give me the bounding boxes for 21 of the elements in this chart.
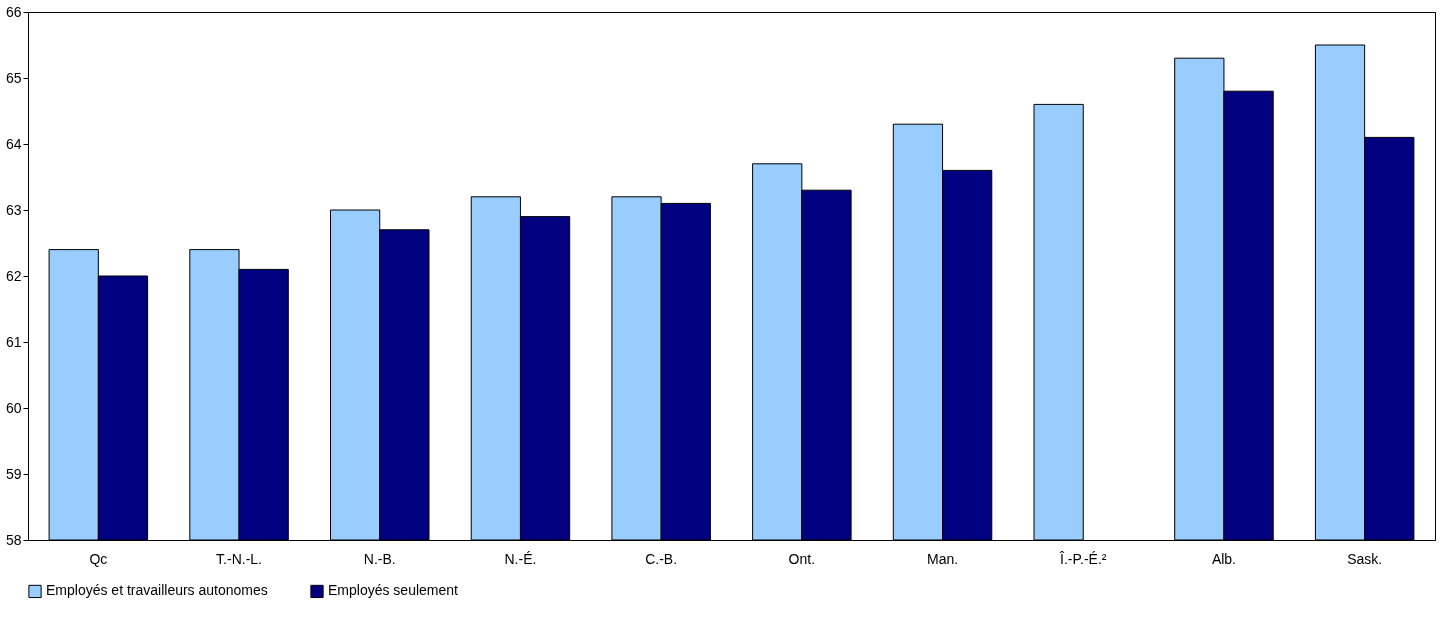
x-tick-label: Man. [926,550,959,567]
y-tick-label: 65 [5,69,22,86]
y-tick-label: 58 [5,531,22,548]
x-tick-label: Qc [89,550,108,567]
x-tick-label: Î.-P.-É.² [1059,550,1107,567]
y-tick-label: 63 [5,201,22,218]
y-tick-label: 61 [5,333,22,350]
x-tick-label: Ont. [788,550,816,567]
y-tick-label: 62 [5,267,22,284]
x-tick-label: Alb. [1211,550,1237,567]
y-tick-label: 59 [5,465,22,482]
x-tick-label: N.-B. [363,550,396,567]
x-tick-label: C.-B. [645,550,678,567]
legend-label: Employés seulement [328,582,459,599]
y-tick-label: 60 [5,399,22,416]
x-tick-label: Sask. [1347,550,1383,567]
y-tick-label: 64 [5,135,22,152]
x-tick-label: N.-É. [504,550,537,567]
y-tick-label: 66 [5,3,22,20]
legend-label: Employés et travailleurs autonomes [46,582,268,599]
x-tick-label: T.-N.-L. [216,550,262,567]
